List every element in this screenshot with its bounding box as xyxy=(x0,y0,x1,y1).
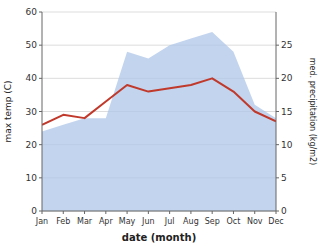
y-tick-label: 60 xyxy=(26,7,38,17)
y-tick xyxy=(39,111,42,112)
x-tick xyxy=(276,211,277,214)
y-tick-label: 10 xyxy=(26,173,38,183)
x-tick-label: Apr xyxy=(99,217,114,226)
y-tick xyxy=(39,177,42,178)
x-tick-label: Feb xyxy=(56,217,70,226)
y-tick-label: 40 xyxy=(26,73,38,83)
x-tick xyxy=(127,211,128,214)
y2-tick-label: 20 xyxy=(281,73,293,83)
y2-tick-label: 10 xyxy=(281,140,293,150)
line xyxy=(42,78,276,124)
grid-line xyxy=(42,12,276,13)
y-tick xyxy=(39,144,42,145)
area xyxy=(42,32,276,211)
y-tick xyxy=(39,78,42,79)
x-tick xyxy=(63,211,64,214)
y-tick-label: 20 xyxy=(26,140,38,150)
x-tick xyxy=(84,211,85,214)
plot-area xyxy=(42,32,276,211)
x-tick-label: Sep xyxy=(205,217,220,226)
x-axis-line xyxy=(42,211,276,212)
y-tick-label: 30 xyxy=(26,107,38,117)
y2-tick xyxy=(276,144,279,145)
x-tick-label: Aug xyxy=(183,217,199,226)
x-tick xyxy=(105,211,106,214)
y2-tick-label: 15 xyxy=(281,107,292,117)
x-tick-label: Jul xyxy=(164,217,175,226)
x-tick-label: Jan xyxy=(35,217,48,226)
x-tick xyxy=(190,211,191,214)
y2-tick xyxy=(276,177,279,178)
y2-tick-label: 0 xyxy=(281,206,287,216)
y-axis-label: max temp (C) xyxy=(3,80,13,142)
x-tick xyxy=(254,211,255,214)
y2-tick-label: 25 xyxy=(281,40,292,50)
y-tick-label: 0 xyxy=(31,206,37,216)
x-tick-label: Nov xyxy=(247,217,263,226)
y2-tick xyxy=(276,45,279,46)
x-tick xyxy=(212,211,213,214)
y-tick xyxy=(39,12,42,13)
x-axis-label: date (month) xyxy=(122,232,196,243)
y-tick xyxy=(39,45,42,46)
grid-line xyxy=(42,45,276,46)
y2-tick xyxy=(276,111,279,112)
x-tick-label: Jun xyxy=(141,217,155,226)
y2-tick-label: 5 xyxy=(281,173,287,183)
y-tick-label: 50 xyxy=(26,40,38,50)
x-tick xyxy=(233,211,234,214)
x-tick xyxy=(42,211,43,214)
chart: 0 10 20 30 40 50 60 0 5 10 15 20 25 Jan Feb Mar Apr May Ju… xyxy=(0,0,318,247)
chart-container: 0 10 20 30 40 50 60 0 5 10 15 20 25 Jan Feb Mar Apr May Ju… xyxy=(0,0,318,247)
y2-axis-label: med. precipitation (kg/m2) xyxy=(308,58,317,165)
x-tick xyxy=(169,211,170,214)
x-tick xyxy=(148,211,149,214)
x-tick-label: Dec xyxy=(268,217,283,226)
x-tick-label: May xyxy=(119,217,136,226)
x-tick-label: Mar xyxy=(77,217,93,226)
grid-line xyxy=(42,211,276,212)
y2-tick xyxy=(276,78,279,79)
x-tick-label: Oct xyxy=(227,217,241,226)
